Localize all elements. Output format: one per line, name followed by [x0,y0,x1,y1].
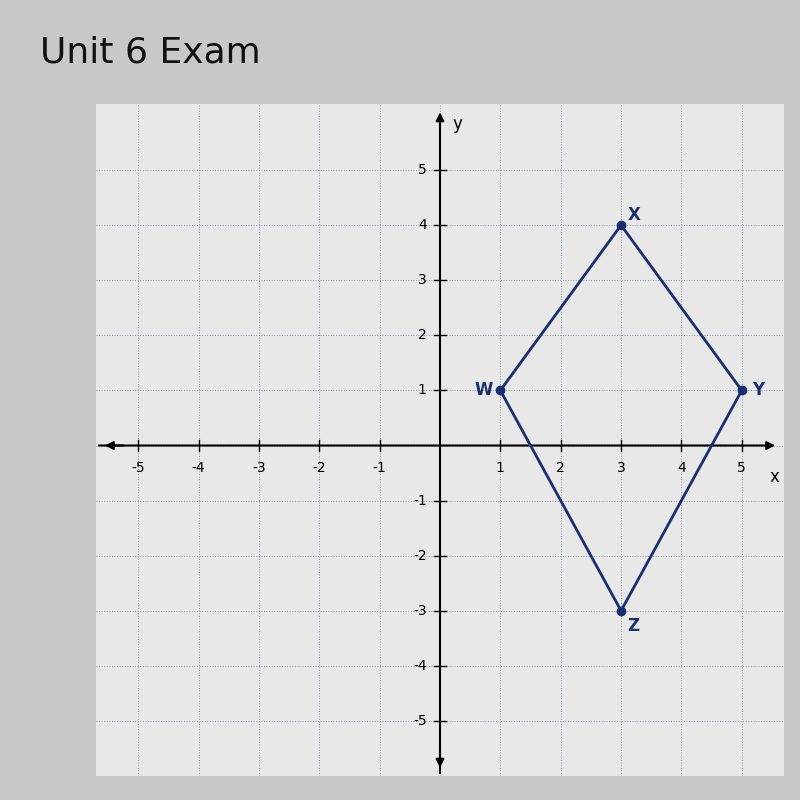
Text: -1: -1 [413,494,426,507]
Text: 5: 5 [738,461,746,475]
Text: -4: -4 [413,659,426,673]
Text: -4: -4 [192,461,206,475]
Text: -1: -1 [373,461,386,475]
Text: 5: 5 [418,163,426,177]
Text: Z: Z [627,617,639,635]
Text: 4: 4 [677,461,686,475]
Text: -2: -2 [413,549,426,562]
Text: W: W [474,382,493,399]
Text: 3: 3 [617,461,626,475]
Text: 2: 2 [556,461,565,475]
Text: X: X [628,206,641,224]
Text: -5: -5 [413,714,426,728]
Text: y: y [452,115,462,133]
Text: 3: 3 [418,274,426,287]
Text: Y: Y [753,382,765,399]
Text: 4: 4 [418,218,426,232]
Text: x: x [770,467,780,486]
Text: -3: -3 [252,461,266,475]
Text: -3: -3 [413,604,426,618]
Text: 1: 1 [496,461,505,475]
Text: 2: 2 [418,328,426,342]
Text: 1: 1 [418,383,426,398]
Text: -5: -5 [131,461,145,475]
Text: Unit 6 Exam: Unit 6 Exam [40,36,261,70]
Text: -2: -2 [313,461,326,475]
